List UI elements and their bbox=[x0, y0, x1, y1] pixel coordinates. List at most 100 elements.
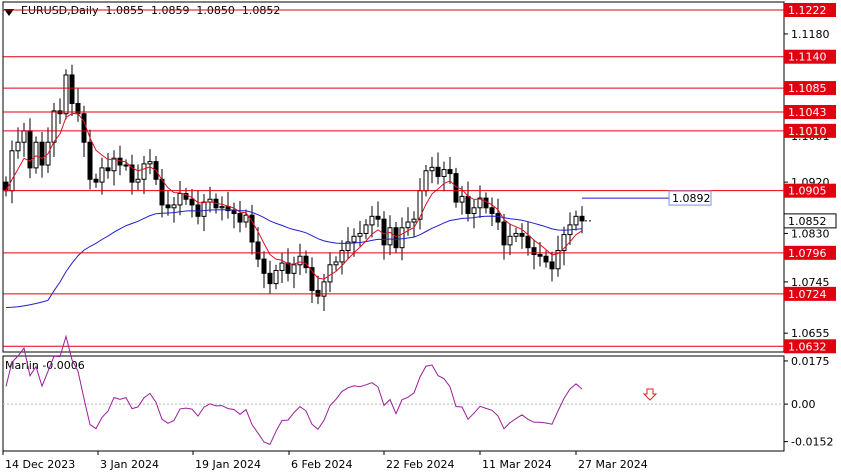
candle-body bbox=[579, 215, 585, 222]
candle-body bbox=[231, 210, 237, 214]
candle-body bbox=[489, 207, 495, 214]
candle-body bbox=[243, 214, 249, 223]
marlin-oscillator-line bbox=[5, 334, 583, 446]
candle-body bbox=[357, 232, 363, 237]
level-badge bbox=[784, 286, 836, 301]
candle-body bbox=[117, 157, 123, 166]
level-badge-label: 1.1140 bbox=[788, 51, 827, 64]
candle-body bbox=[333, 261, 339, 266]
candle-body bbox=[303, 255, 309, 269]
candle-body bbox=[51, 110, 57, 143]
level-badge-label: 1.0724 bbox=[788, 288, 827, 301]
candle-body bbox=[477, 197, 483, 209]
level-badge bbox=[784, 245, 836, 260]
date-label: 27 Mar 2024 bbox=[578, 458, 648, 471]
level-badge bbox=[784, 339, 836, 354]
level-badge-label: 1.0905 bbox=[788, 185, 827, 198]
price-scale-label: 1.0745 bbox=[791, 276, 830, 289]
current-price-label: 1.0852 bbox=[788, 215, 827, 228]
symbol-info: EURUSD,Daily 1.0855 1.0859 1.0850 1.0852 bbox=[21, 4, 281, 17]
candle-body bbox=[279, 262, 285, 271]
candle-body bbox=[249, 214, 255, 243]
candle-body bbox=[69, 74, 75, 104]
candle-body bbox=[201, 201, 207, 217]
level-badge bbox=[784, 123, 836, 138]
candle-body bbox=[261, 258, 267, 274]
candle-body bbox=[537, 254, 543, 257]
price-scale-label: 1.0830 bbox=[791, 227, 830, 240]
candle-body bbox=[165, 204, 171, 209]
date-label: 3 Jan 2024 bbox=[100, 458, 159, 471]
collapse-triangle-icon[interactable] bbox=[4, 9, 14, 16]
indicator-pane-frame bbox=[2, 355, 785, 452]
candle-body bbox=[387, 227, 393, 246]
indicator-scale-label: 0.00 bbox=[791, 398, 816, 411]
candle-body bbox=[399, 227, 405, 249]
level-badge bbox=[784, 81, 836, 96]
indicator-scale-label: -0.0152 bbox=[791, 436, 833, 449]
candle-body bbox=[501, 221, 507, 246]
indicator-label: Marlin -0.0006 bbox=[5, 359, 85, 372]
candle-body bbox=[147, 161, 153, 165]
candle-body bbox=[129, 164, 135, 183]
candles bbox=[3, 64, 585, 311]
candle-body bbox=[309, 267, 315, 291]
candle-body bbox=[255, 241, 261, 260]
ma-value-label: 1.0892 bbox=[672, 192, 711, 205]
candle-body bbox=[513, 232, 519, 237]
candle-body bbox=[339, 250, 345, 263]
candle-body bbox=[63, 74, 69, 115]
level-badge bbox=[784, 2, 836, 17]
level-badge-label: 1.0632 bbox=[788, 340, 827, 353]
candle-body bbox=[321, 281, 327, 297]
date-label: 19 Jan 2024 bbox=[195, 458, 261, 471]
candle-body bbox=[111, 157, 117, 172]
level-badge-label: 1.1010 bbox=[788, 125, 827, 138]
candle-body bbox=[273, 269, 279, 285]
price-scale-label: 1.0655 bbox=[791, 327, 830, 340]
candle-body bbox=[345, 241, 351, 252]
candle-body bbox=[351, 235, 357, 243]
level-badge bbox=[784, 183, 836, 198]
current-price-badge bbox=[783, 213, 837, 229]
candle-body bbox=[297, 255, 303, 266]
candle-body bbox=[159, 178, 165, 206]
level-badge-label: 1.1222 bbox=[788, 4, 827, 17]
candle-body bbox=[519, 232, 525, 237]
candle-body bbox=[183, 193, 189, 200]
candle-body bbox=[393, 227, 399, 249]
candle-body bbox=[531, 247, 537, 256]
candle-body bbox=[525, 235, 531, 249]
candle-body bbox=[105, 167, 111, 172]
candle-body bbox=[189, 198, 195, 206]
candle-body bbox=[435, 166, 441, 177]
down-arrow-icon bbox=[642, 388, 658, 401]
candle-body bbox=[9, 150, 15, 192]
slow-moving-average-line bbox=[5, 209, 583, 308]
candle-body bbox=[459, 195, 465, 203]
date-label: 22 Feb 2024 bbox=[386, 458, 454, 471]
candle-body bbox=[285, 262, 291, 274]
candle-body bbox=[561, 234, 567, 252]
indicator-scale-label: 0.0175 bbox=[791, 355, 830, 368]
level-badge bbox=[784, 49, 836, 64]
candle-body bbox=[15, 141, 21, 152]
candle-body bbox=[423, 170, 429, 192]
candle-body bbox=[267, 272, 273, 285]
candle-body bbox=[411, 218, 417, 223]
candle-body bbox=[369, 215, 375, 226]
candle-body bbox=[81, 113, 87, 143]
candle-body bbox=[123, 164, 129, 167]
candle-body bbox=[375, 215, 381, 220]
price-scale-label: 1.1180 bbox=[791, 28, 830, 41]
candle-body bbox=[39, 141, 45, 166]
candle-body bbox=[465, 195, 471, 214]
price-pane-frame bbox=[2, 1, 785, 353]
candle-body bbox=[171, 204, 177, 209]
date-label: 11 Mar 2024 bbox=[482, 458, 552, 471]
candle-body bbox=[141, 163, 147, 180]
candle-body bbox=[555, 250, 561, 270]
candle-body bbox=[99, 167, 105, 183]
candle-body bbox=[27, 130, 33, 169]
